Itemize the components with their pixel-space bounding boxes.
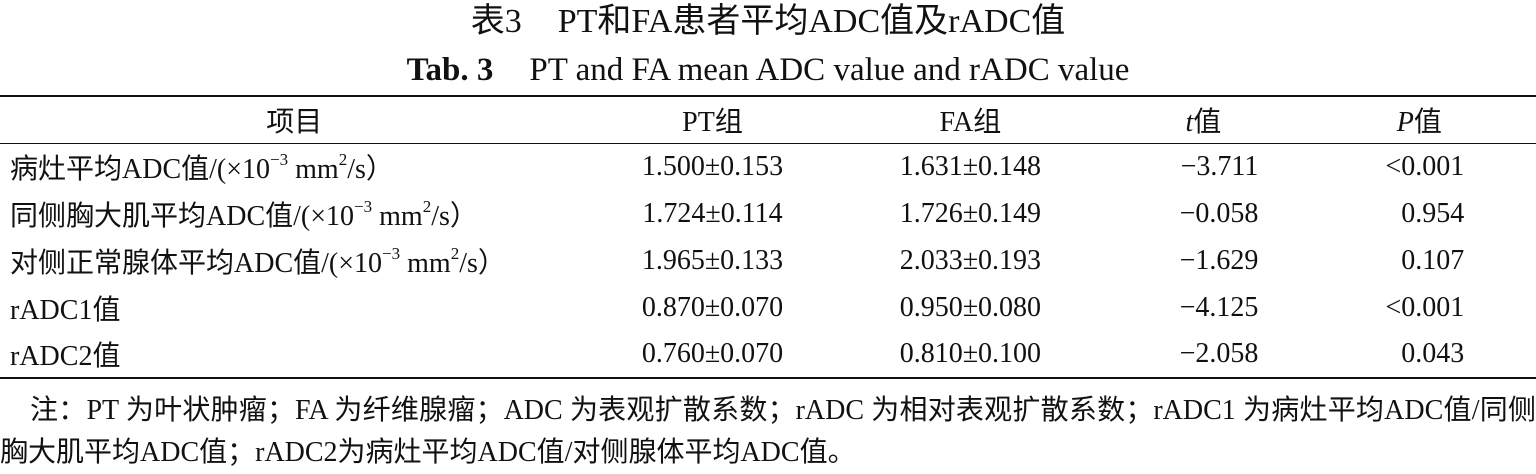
cell-t: −3.711 xyxy=(1104,143,1302,190)
row-label-text: 病灶平均ADC值 xyxy=(10,153,210,185)
t-symbol: t xyxy=(1185,106,1194,138)
t-suffix: 值 xyxy=(1193,106,1222,138)
unit-exp2: 2 xyxy=(338,150,348,170)
header-fa: FA组 xyxy=(836,95,1105,144)
p-value: 0.107 xyxy=(1401,244,1465,276)
cell-fa: 0.950±0.080 xyxy=(899,291,1042,323)
cell-t: −2.058 xyxy=(1104,331,1303,379)
t-value: −0.058 xyxy=(1179,197,1259,229)
header-t: t值 xyxy=(1104,95,1303,144)
table-note: 注：PT 为叶状肿瘤；FA 为纤维腺瘤；ADC 为表观扩散系数；rADC 为相对… xyxy=(0,395,1536,468)
table-caption-en: Tab. 3 PT and FA mean ADC value and rADC … xyxy=(0,50,1536,90)
t-value: −1.629 xyxy=(1179,244,1259,276)
unit-close: /s） xyxy=(431,200,478,232)
table-row: 对侧正常腺体平均ADC值/(×10−3 mm2/s） 1.965±0.133 2… xyxy=(0,237,1536,284)
cell-p: 0.107 xyxy=(1303,237,1536,284)
p-value: <0.001 xyxy=(1385,291,1465,323)
row-label-text: 对侧正常腺体平均ADC值 xyxy=(10,247,322,279)
row-label: 对侧正常腺体平均ADC值/(×10−3 mm2/s） xyxy=(0,237,588,284)
p-suffix: 值 xyxy=(1413,106,1442,138)
t-value: −4.125 xyxy=(1179,291,1259,323)
row-label: 病灶平均ADC值/(×10−3 mm2/s） xyxy=(0,143,588,190)
t-value: −3.711 xyxy=(1180,150,1259,182)
unit-exp: −3 xyxy=(354,197,373,217)
header-p: P值 xyxy=(1302,95,1536,144)
cell-pt: 1.500±0.153 xyxy=(641,150,784,182)
cell-p: 0.954 xyxy=(1303,190,1536,237)
data-table: 项目 PT组 FA组 t值 P值 病灶平均ADC值/(×10−3 mm2/s） … xyxy=(0,95,1536,379)
header-item: 项目 xyxy=(0,95,589,144)
cell-t: −4.125 xyxy=(1104,284,1302,331)
table-row: rADC1值 0.870±0.070 0.950±0.080 −4.125 <0… xyxy=(0,284,1536,331)
table-label-zh: 表3 xyxy=(470,3,522,40)
p-value: 0.043 xyxy=(1401,338,1465,369)
cell-t: −1.629 xyxy=(1104,237,1302,284)
row-label: 同侧胸大肌平均ADC值/(×10−3 mm2/s） xyxy=(0,190,588,237)
unit-mid: mm xyxy=(400,247,451,279)
unit-mid: mm xyxy=(288,153,339,185)
unit-exp: −3 xyxy=(382,244,401,264)
table-row: 病灶平均ADC值/(×10−3 mm2/s） 1.500±0.153 1.631… xyxy=(0,143,1536,190)
unit-exp2: 2 xyxy=(450,244,460,264)
cell-pt: 1.965±0.133 xyxy=(641,244,784,276)
cell-p: <0.001 xyxy=(1303,143,1536,190)
unit-open: /(×10 xyxy=(293,200,355,232)
cell-fa: 0.810±0.100 xyxy=(836,331,1105,379)
unit-close: /s） xyxy=(347,153,394,185)
header-row: 项目 PT组 FA组 t值 P值 xyxy=(0,95,1536,144)
unit-open: /(×10 xyxy=(321,247,383,279)
cell-p: 0.043 xyxy=(1302,331,1536,379)
unit-open: /(×10 xyxy=(209,153,271,185)
cell-fa: 2.033±0.193 xyxy=(899,244,1042,276)
cell-t: −0.058 xyxy=(1104,190,1302,237)
cell-pt: 1.724±0.114 xyxy=(642,197,783,229)
cell-pt: 0.870±0.070 xyxy=(641,291,784,323)
row-label: rADC1值 xyxy=(10,294,121,326)
unit-close: /s） xyxy=(459,247,506,279)
p-symbol: P xyxy=(1396,106,1414,138)
row-label: rADC2值 xyxy=(0,331,589,379)
header-pt: PT组 xyxy=(588,95,837,144)
unit-mid: mm xyxy=(372,200,423,232)
table-row: rADC2值 0.760±0.070 0.810±0.100 −2.058 0.… xyxy=(0,331,1536,379)
cell-fa: 1.631±0.148 xyxy=(899,150,1042,182)
cell-fa: 1.726±0.149 xyxy=(899,197,1042,229)
table-row: 同侧胸大肌平均ADC值/(×10−3 mm2/s） 1.724±0.114 1.… xyxy=(0,190,1536,237)
table-caption-zh: 表3 PT和FA患者平均ADC值及rADC值 xyxy=(0,2,1536,42)
unit-exp2: 2 xyxy=(422,197,432,217)
cell-p: <0.001 xyxy=(1303,284,1536,331)
unit-exp: −3 xyxy=(270,150,289,170)
t-value: −2.058 xyxy=(1179,338,1259,369)
cell-pt: 0.760±0.070 xyxy=(588,331,837,379)
p-value: 0.954 xyxy=(1401,197,1465,229)
row-label-text: 同侧胸大肌平均ADC值 xyxy=(10,200,294,232)
p-value: <0.001 xyxy=(1385,150,1465,182)
table-title-en: PT and FA mean ADC value and rADC value xyxy=(529,52,1130,88)
table-title-zh: PT和FA患者平均ADC值及rADC值 xyxy=(557,3,1066,40)
table-label-en: Tab. 3 xyxy=(406,52,494,88)
